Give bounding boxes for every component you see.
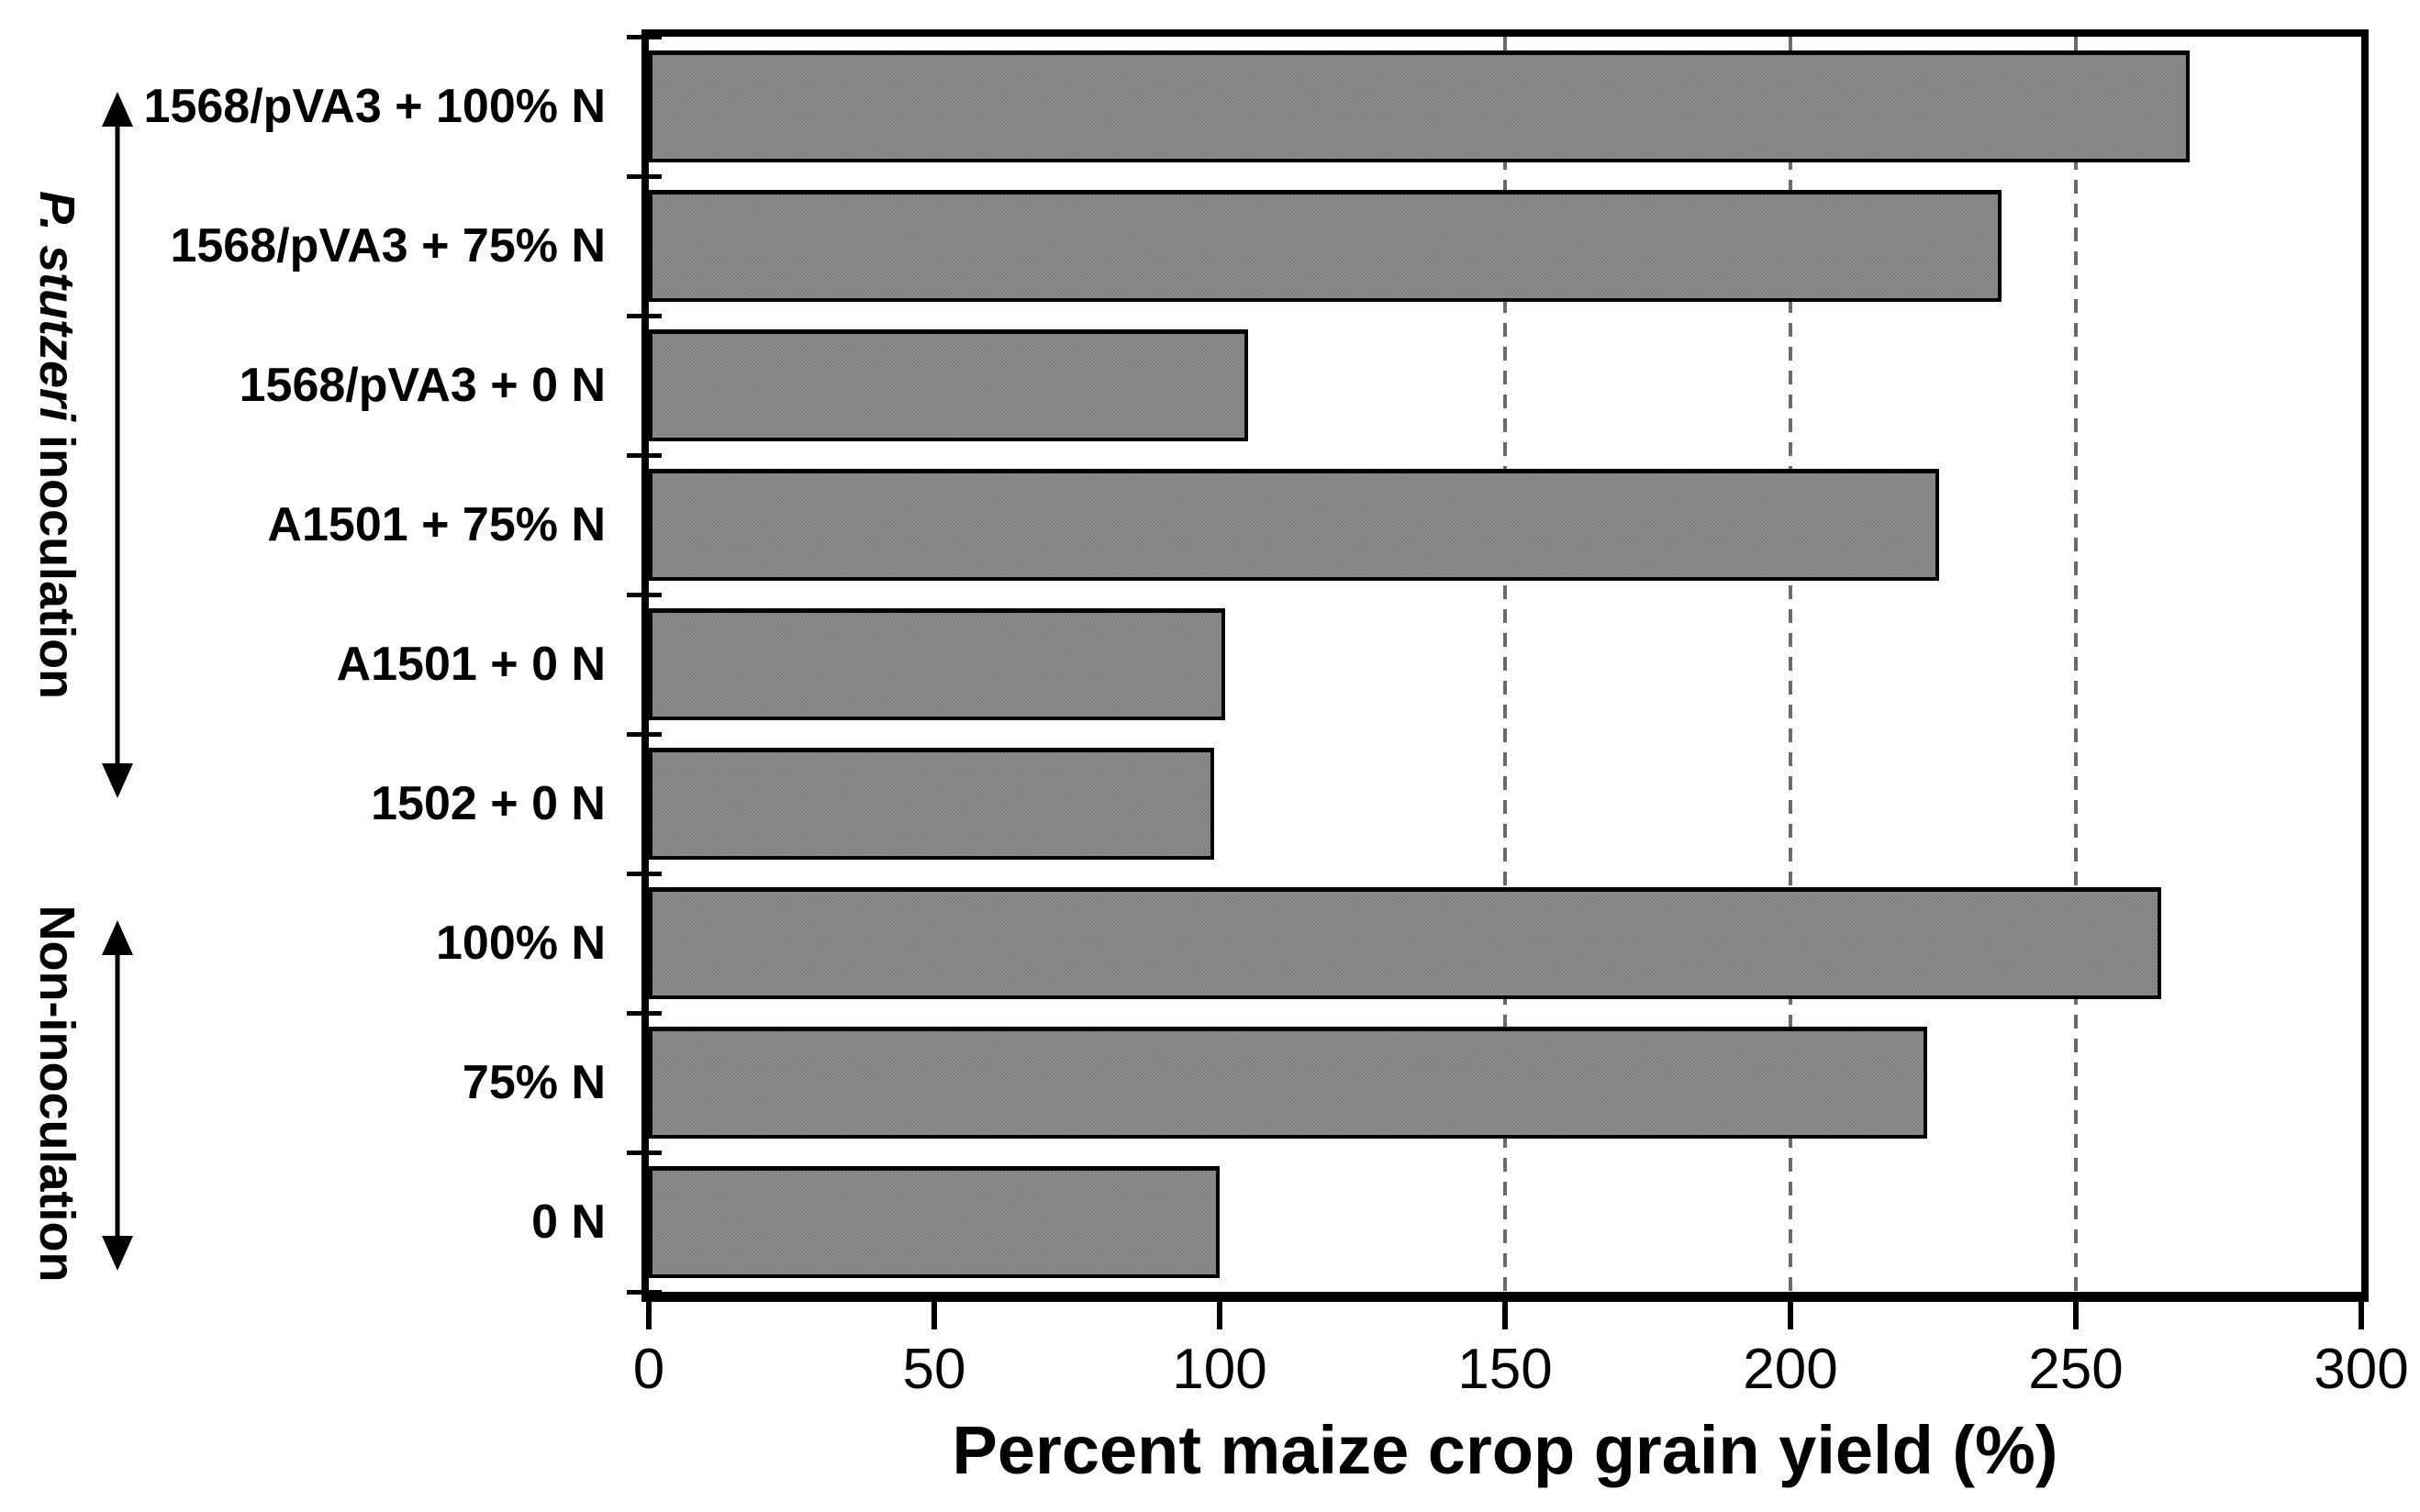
y-axis-tick <box>627 1151 662 1155</box>
y-axis-tick <box>627 314 662 318</box>
gridline-250 <box>2074 37 2078 1292</box>
inoculation-range-arrow <box>102 92 133 798</box>
y-axis-tick <box>627 174 662 179</box>
y-axis-tick <box>627 1011 662 1016</box>
category-label-7: 75% N <box>462 1056 606 1109</box>
group-label-non-inoculation: Non-inoculation <box>28 906 85 1283</box>
x-axis-tick-50 <box>931 1302 937 1329</box>
x-axis-tick-0 <box>646 1302 652 1329</box>
bar-5 <box>649 748 1214 860</box>
group-label-non-inoculation-text: Non-inoculation <box>29 905 84 1283</box>
group-label-inoculation-rest: inoculation <box>29 421 84 700</box>
group-label-inoculation-italic: P. stutzeri <box>29 190 84 422</box>
y-axis-tick <box>627 593 662 597</box>
x-axis-tick-label-150: 150 <box>1457 1338 1553 1401</box>
plot-area <box>627 29 2369 1302</box>
x-axis: 0 50 100 150 200 250 300 <box>633 1302 2409 1430</box>
bar-7 <box>649 1027 1928 1139</box>
y-axis-tick <box>627 872 662 876</box>
category-label-0: 1568/pVA3 + 100% N <box>143 80 606 133</box>
category-label-8: 0 N <box>531 1195 606 1249</box>
category-label-2: 1568/pVA3 + 0 N <box>239 359 606 412</box>
gridline-150 <box>1503 37 1507 1292</box>
x-axis-tick-label-250: 250 <box>2028 1338 2124 1401</box>
y-axis-tick <box>627 732 662 737</box>
y-axis-tick <box>627 35 662 39</box>
x-axis-title: Percent maize crop grain yield (%) <box>952 1412 2058 1488</box>
bar-1 <box>649 190 2002 302</box>
x-axis-tick-250 <box>2073 1302 2079 1329</box>
x-axis-tick-label-300: 300 <box>2314 1338 2409 1401</box>
bar-8 <box>649 1166 1220 1278</box>
category-label-5: 1502 + 0 N <box>371 777 606 830</box>
y-axis-tick <box>627 1290 662 1295</box>
category-label-column: 1568/pVA3 + 100% N 1568/pVA3 + 75% N 1568/… <box>101 37 606 1292</box>
x-axis-tick-label-100: 100 <box>1172 1338 1267 1401</box>
x-axis-tick-label-0: 0 <box>632 1338 665 1401</box>
bar-3 <box>649 469 1939 581</box>
category-label-1: 1568/pVA3 + 75% N <box>170 219 606 272</box>
x-axis-tick-100 <box>1217 1302 1222 1329</box>
non-inoculation-range-arrow <box>102 920 133 1271</box>
group-label-inoculation: P. stutzeri inoculation <box>28 191 85 699</box>
category-label-3: A1501 + 75% N <box>267 498 606 551</box>
bar-0 <box>649 50 2191 162</box>
x-axis-tick-label-200: 200 <box>1743 1338 1838 1401</box>
x-axis-tick-200 <box>1788 1302 1793 1329</box>
y-axis-tick <box>627 453 662 458</box>
x-axis-tick-label-50: 50 <box>902 1338 966 1401</box>
bar-6 <box>649 887 2162 999</box>
gridline-200 <box>1789 37 1792 1292</box>
category-label-6: 100% N <box>436 917 606 970</box>
x-axis-tick-150 <box>1502 1302 1508 1329</box>
bar-2 <box>649 329 1249 441</box>
bar-4 <box>649 608 1226 720</box>
x-axis-tick-300 <box>2359 1302 2364 1329</box>
category-label-4: A1501 + 0 N <box>336 638 606 691</box>
